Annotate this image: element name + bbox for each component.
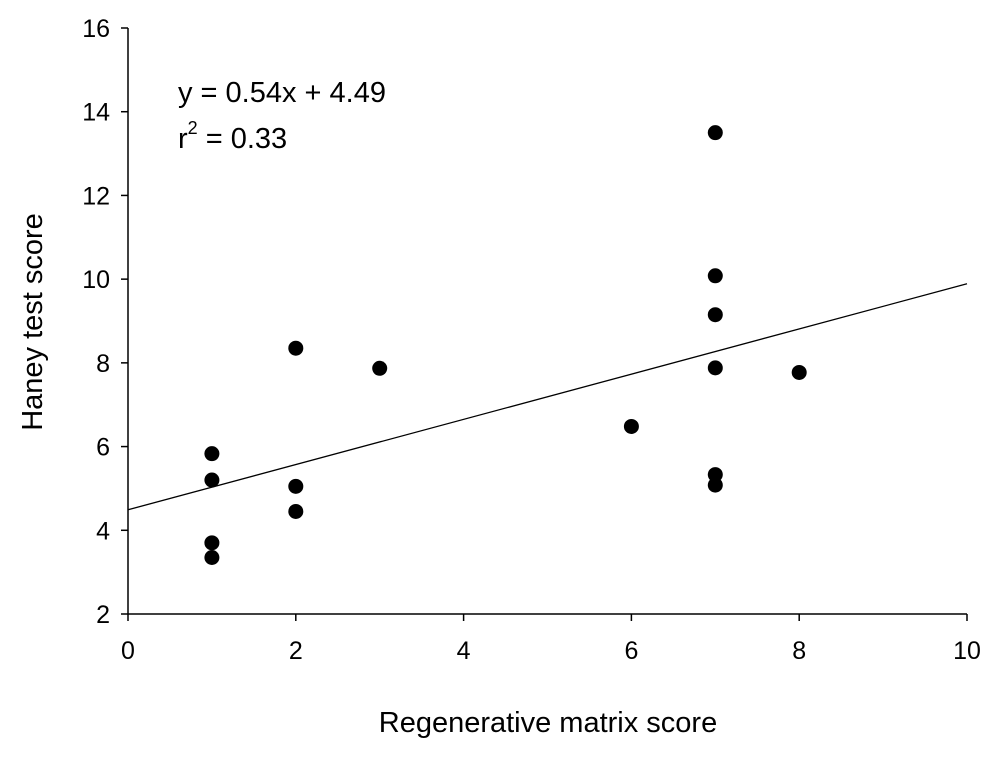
data-point — [707, 268, 723, 284]
trendline-layer — [127, 283, 968, 511]
data-point — [288, 503, 304, 519]
r-squared-annotation: r2 = 0.33 — [178, 118, 287, 155]
y-tick-label: 10 — [82, 266, 110, 294]
data-point — [707, 360, 723, 376]
data-points — [204, 125, 807, 565]
data-point — [204, 535, 220, 551]
data-point — [623, 418, 639, 434]
trendline — [127, 283, 968, 511]
y-tick-label: 6 — [96, 434, 110, 462]
y-tick-label: 4 — [96, 517, 110, 545]
r-squared-symbol: r — [178, 123, 188, 155]
y-tick-label: 16 — [82, 15, 110, 43]
x-tick-label: 0 — [121, 637, 135, 665]
r-squared-superscript: 2 — [188, 118, 198, 138]
data-point — [707, 467, 723, 483]
y-axis-title: Haney test score — [17, 213, 49, 431]
data-point — [204, 446, 220, 462]
x-tick-label: 2 — [289, 637, 303, 665]
data-point — [204, 549, 220, 565]
y-tick-label: 12 — [82, 182, 110, 210]
y-tick-label: 8 — [96, 350, 110, 378]
x-tick-label: 10 — [953, 637, 981, 665]
y-tick-label: 2 — [96, 601, 110, 629]
y-tick-label: 14 — [82, 99, 110, 127]
data-point — [707, 477, 723, 493]
data-point — [707, 125, 723, 141]
data-point — [204, 472, 220, 488]
data-point — [288, 478, 304, 494]
x-axis-title: Regenerative matrix score — [379, 707, 717, 739]
data-point — [372, 360, 388, 376]
x-tick-label: 4 — [457, 637, 471, 665]
r-squared-value: = 0.33 — [198, 123, 288, 155]
equation-annotation: y = 0.54x + 4.49 — [178, 77, 386, 109]
data-point — [288, 340, 304, 356]
plot-area — [127, 125, 968, 565]
x-tick-label: 8 — [792, 637, 806, 665]
data-point — [791, 364, 807, 380]
data-point — [707, 307, 723, 323]
x-tick-label: 6 — [624, 637, 638, 665]
